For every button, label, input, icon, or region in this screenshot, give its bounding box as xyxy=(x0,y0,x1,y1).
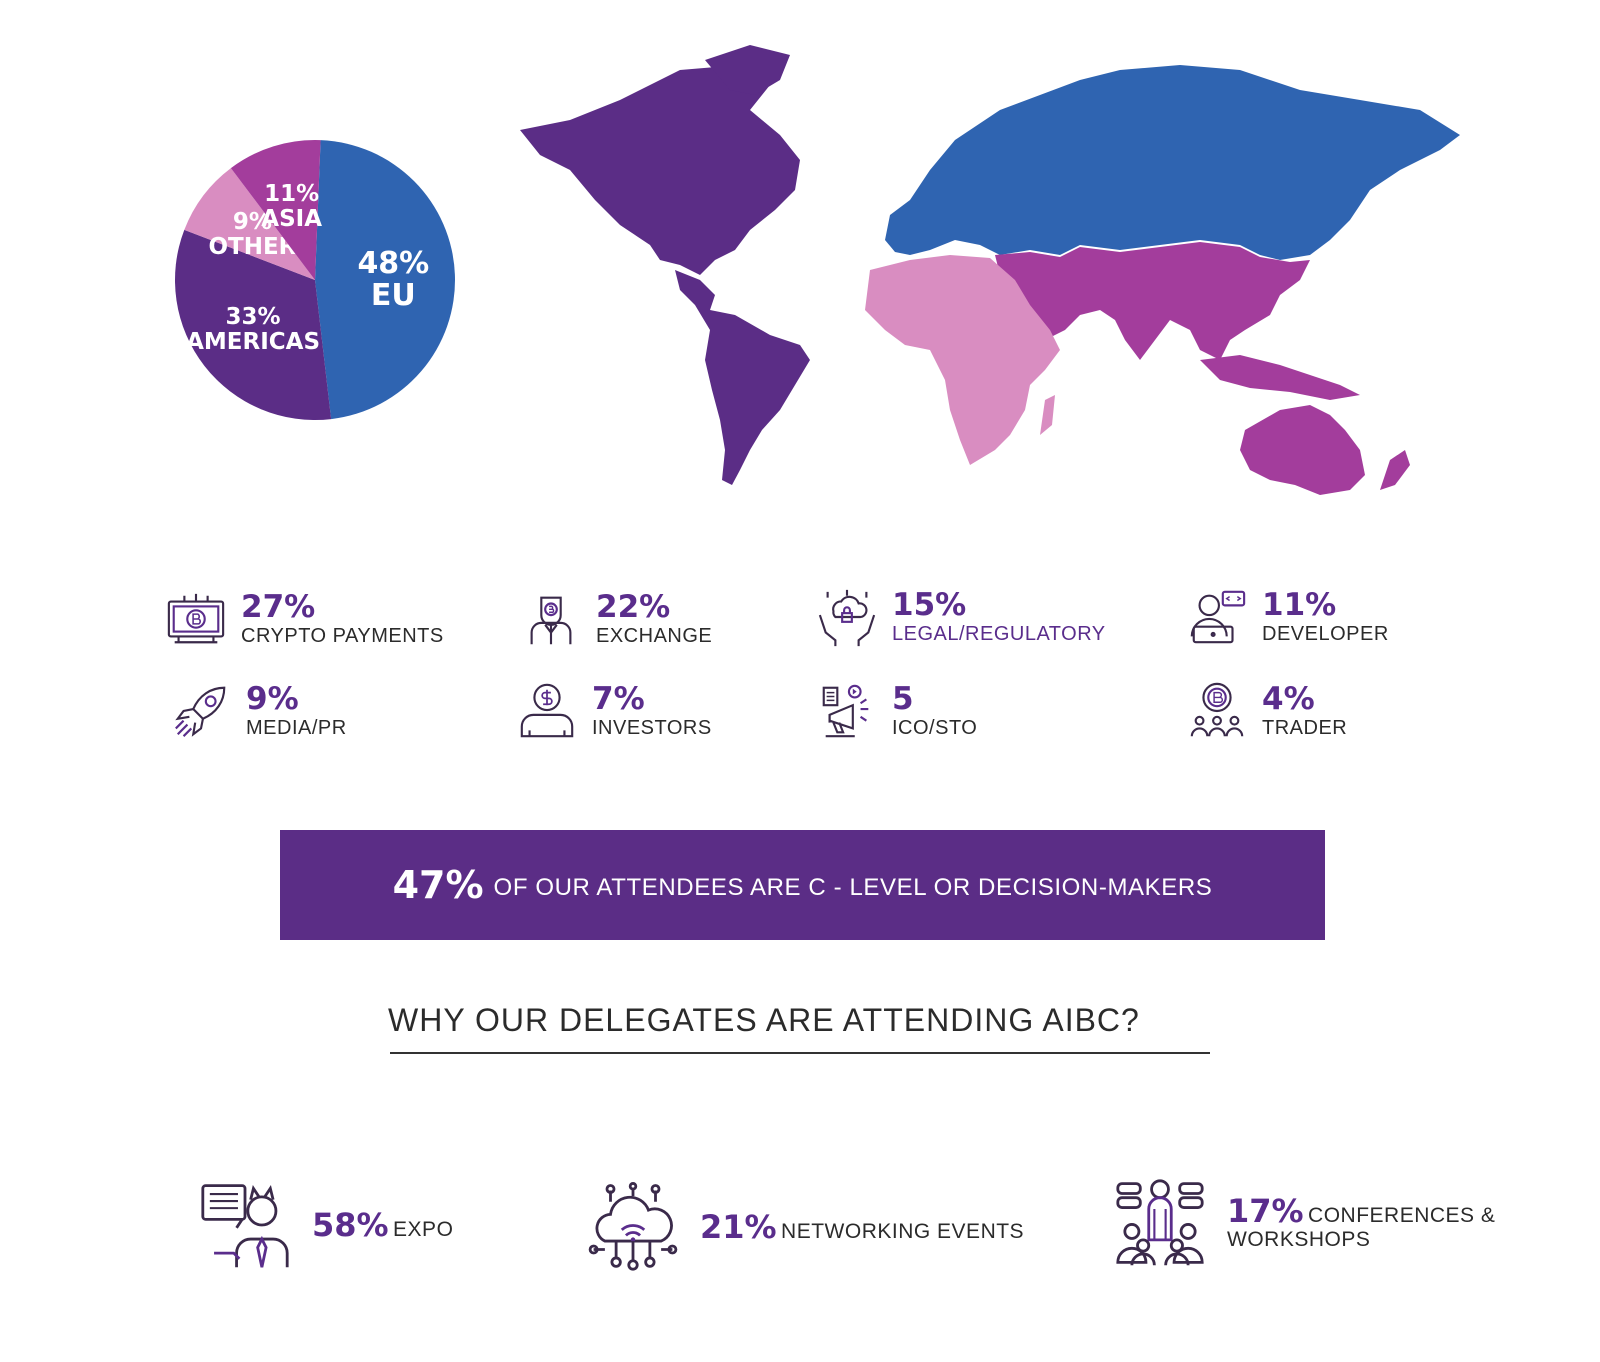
pie-slice-label: AMERICAS xyxy=(186,329,320,355)
role-pct: 27% xyxy=(241,589,316,625)
section-heading: WHY OUR DELEGATES ARE ATTENDING AIBC? xyxy=(388,1002,1140,1038)
role-label: DEVELOPER xyxy=(1262,623,1389,645)
role-label: ICO/STO xyxy=(892,717,978,739)
role-crypto-payments: 27% CRYPTO PAYMENTS xyxy=(165,588,444,650)
exchange-person-icon xyxy=(520,588,582,650)
map-se-asia xyxy=(1200,355,1360,400)
map-australia xyxy=(1240,405,1365,495)
role-pct: 11% xyxy=(1262,587,1337,623)
banner-text: OF OUR ATTENDEES ARE C - LEVEL OR DECISI… xyxy=(493,874,1213,901)
role-label: CRYPTO PAYMENTS xyxy=(241,625,444,647)
reason-pct: 21% xyxy=(700,1208,777,1246)
reason-label: NETWORKING EVENTS xyxy=(781,1220,1025,1243)
reason-label: CONFERENCES & WORKSHOPS xyxy=(1227,1204,1496,1251)
pie-slice-label: OTHER xyxy=(208,234,296,260)
reason-networking-events: 21% NETWORKING EVENTS xyxy=(588,1182,1024,1272)
pie-slice-value: 33% xyxy=(226,304,281,330)
pie-slice-value: 11% xyxy=(264,181,319,207)
map-new-zealand xyxy=(1380,450,1410,490)
expo-presenter-icon xyxy=(200,1180,290,1270)
pie-slice-label: EU xyxy=(371,278,416,313)
megaphone-icon xyxy=(816,680,878,742)
role-pct: 15% xyxy=(892,587,967,623)
reason-label: EXPO xyxy=(393,1218,454,1241)
rocket-icon xyxy=(170,680,232,742)
bitcoin-screen-icon xyxy=(165,588,227,650)
investor-icon xyxy=(516,680,578,742)
map-greenland xyxy=(705,45,790,95)
developer-icon xyxy=(1186,586,1248,648)
pie-slice-other xyxy=(184,168,315,280)
map-eurasia-north xyxy=(885,65,1460,260)
secure-cloud-hands-icon xyxy=(816,586,878,648)
reason-expo: 58% EXPO xyxy=(200,1180,453,1270)
role-pct: 9% xyxy=(246,681,299,717)
role-investors: 7% INVESTORS xyxy=(516,680,712,742)
role-pct: 22% xyxy=(596,589,671,625)
pie-slice-americas xyxy=(175,229,332,420)
role-trader: 4% TRADER xyxy=(1186,680,1347,742)
reason-pct: 58% xyxy=(312,1206,389,1244)
network-cloud-icon xyxy=(588,1182,678,1272)
role-label: MEDIA/PR xyxy=(246,717,347,739)
pie-slice-asia xyxy=(230,140,321,280)
reason-conferences-workshops: 17% CONFERENCES & WORKSHOPS xyxy=(1115,1178,1600,1268)
reason-pct: 17% xyxy=(1227,1192,1304,1230)
map-africa xyxy=(865,255,1060,465)
role-label: LEGAL/REGULATORY xyxy=(892,623,1106,645)
map-north-america xyxy=(520,65,800,275)
map-south-america xyxy=(675,270,810,485)
role-ico-sto: 5 ICO/STO xyxy=(816,680,977,742)
pie-slice-eu xyxy=(315,140,456,420)
conference-icon xyxy=(1115,1178,1205,1268)
role-media-pr: 9% MEDIA/PR xyxy=(170,680,347,742)
map-asia-south xyxy=(995,242,1310,360)
role-exchange: 22% EXCHANGE xyxy=(520,588,712,650)
role-pct: 7% xyxy=(592,681,645,717)
role-label: INVESTORS xyxy=(592,717,712,739)
pie-slice-label: ASIA xyxy=(261,206,322,232)
bitcoin-trader-icon xyxy=(1186,680,1248,742)
banner-pct: 47% xyxy=(392,863,484,907)
world-map xyxy=(520,45,1460,495)
role-pct: 5 xyxy=(892,681,914,717)
decision-makers-banner: 47% OF OUR ATTENDEES ARE C - LEVEL OR DE… xyxy=(280,830,1325,940)
role-pct: 4% xyxy=(1262,681,1315,717)
pie-slice-value: 48% xyxy=(357,246,429,281)
map-madagascar xyxy=(1040,395,1055,435)
role-label: TRADER xyxy=(1262,717,1348,739)
heading-underline xyxy=(390,1052,1210,1054)
role-legal-regulatory: 15% LEGAL/REGULATORY xyxy=(816,586,1106,648)
role-label: EXCHANGE xyxy=(596,625,713,647)
role-developer: 11% DEVELOPER xyxy=(1186,586,1389,648)
